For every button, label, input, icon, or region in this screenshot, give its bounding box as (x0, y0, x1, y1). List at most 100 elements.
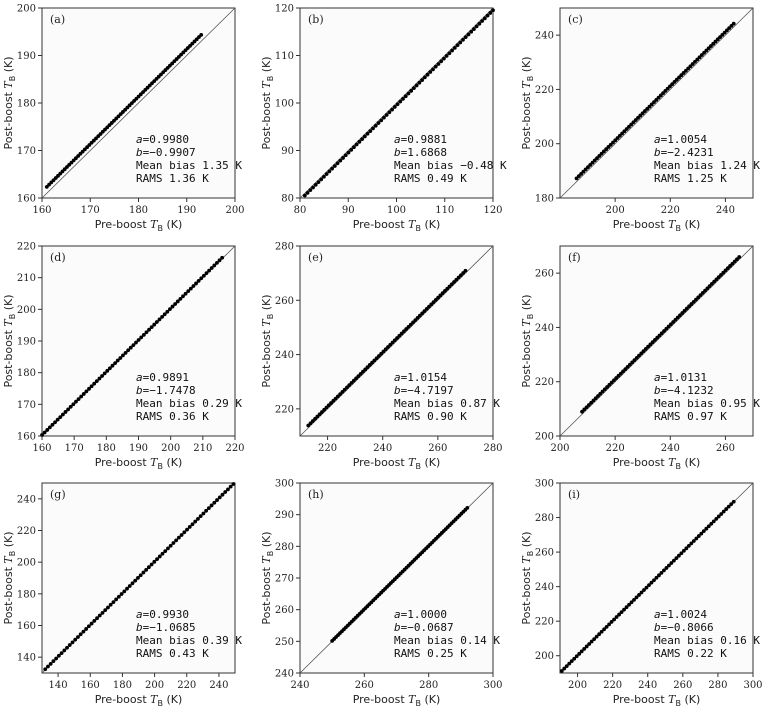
stat-a: a=1.0000 (394, 608, 447, 621)
data-point (466, 32, 471, 37)
data-point (465, 505, 470, 510)
data-point (103, 608, 108, 613)
data-point (181, 294, 185, 299)
data-point (147, 327, 151, 332)
data-point (659, 570, 664, 575)
data-point (168, 543, 173, 548)
data-point (319, 177, 324, 182)
data-point (614, 615, 619, 619)
data-point (86, 624, 91, 629)
data-point (43, 667, 48, 672)
data-point (66, 407, 71, 412)
data-point (100, 610, 105, 615)
data-point (442, 56, 446, 61)
x-tick-label: 280 (419, 680, 438, 691)
data-point (362, 134, 367, 139)
data-point (450, 48, 454, 53)
data-point (68, 404, 73, 409)
data-point (308, 188, 313, 193)
data-point (94, 379, 99, 384)
panel-label: (a) (50, 13, 65, 26)
data-point (491, 8, 495, 13)
data-point (79, 394, 84, 399)
x-tick-label: 240 (638, 680, 657, 691)
y-tick-label: 200 (17, 558, 36, 569)
x-tick-label: 240 (661, 443, 680, 454)
data-point (89, 384, 94, 389)
data-point (199, 276, 204, 281)
stat-rams: RAMS 0.36 K (136, 410, 209, 423)
x-tick-label: 220 (606, 443, 625, 454)
stat-mean-bias: Mean bias 0.87 K (394, 397, 500, 410)
y-tick-label: 200 (17, 305, 36, 316)
data-point (721, 509, 726, 514)
data-point (488, 11, 493, 15)
data-point (175, 299, 180, 304)
data-point (420, 78, 424, 82)
stat-rams: RAMS 1.25 K (654, 172, 727, 185)
data-point (190, 522, 195, 527)
data-point (373, 123, 378, 128)
y-tick-label: 220 (535, 617, 554, 628)
data-point (136, 576, 140, 580)
stat-mean-bias: Mean bias 0.29 K (136, 397, 242, 410)
one-to-one-line (41, 7, 236, 199)
stat-rams: RAMS 0.25 K (394, 647, 467, 660)
y-tick-label: 90 (281, 146, 294, 157)
data-point (654, 575, 659, 580)
stat-a: a=1.0024 (654, 608, 707, 621)
data-point (414, 83, 419, 88)
x-tick-label: 200 (225, 205, 244, 216)
data-point (357, 139, 362, 144)
data-point (106, 605, 110, 610)
data-point (684, 546, 689, 551)
data-point (644, 585, 649, 590)
y-tick-label: 280 (275, 542, 294, 553)
data-point (577, 651, 582, 656)
data-point (406, 91, 411, 96)
data-point (171, 541, 176, 545)
data-point (612, 617, 616, 622)
y-tick-label: 240 (535, 582, 554, 593)
y-tick-label: 160 (17, 194, 36, 205)
y-tick-label: 180 (17, 368, 36, 379)
data-point (81, 629, 86, 634)
data-point (444, 54, 449, 58)
x-axis-label: Pre-boost TB (K) (613, 218, 701, 233)
data-point (569, 659, 574, 664)
data-point (174, 538, 179, 543)
y-tick-label: 140 (17, 653, 36, 664)
data-point (676, 553, 681, 558)
panel-e: 220 240 260 280 220 240 260 280 (e) Pre-boost TB … (260, 242, 503, 472)
data-point (401, 96, 405, 101)
panel-b: 80 90 100 110 120 80 90 100 110 120 (b) Pre-boost T… (260, 4, 507, 234)
data-point (226, 487, 230, 492)
data-point (149, 562, 154, 567)
data-point (582, 647, 587, 651)
x-tick-label: 240 (209, 680, 228, 691)
panel-label: (b) (308, 13, 324, 26)
data-point (679, 551, 684, 556)
data-point (485, 13, 490, 18)
data-point (564, 664, 569, 668)
panel-a: 160 170 180 190 200 160 170 180 190 200 (a) Pre-boo… (2, 4, 245, 234)
x-tick-label: 190 (129, 443, 148, 454)
data-point (176, 535, 181, 540)
data-point (209, 503, 214, 508)
data-point (726, 504, 731, 509)
data-point (311, 185, 315, 190)
data-point (649, 580, 654, 585)
data-point (587, 642, 592, 646)
y-tick-label: 120 (275, 4, 294, 15)
data-point (119, 592, 124, 596)
x-tick-label: 170 (81, 205, 100, 216)
data-point (130, 581, 135, 586)
data-point (584, 644, 589, 649)
panel-g: 140 160 180 200 220 240 140 160 180 200 220 240 (g) P… (2, 482, 242, 708)
x-tick-label: 120 (483, 205, 502, 216)
data-point (81, 392, 86, 396)
data-point (126, 348, 131, 353)
data-point (165, 309, 170, 314)
panel-label: (e) (308, 251, 323, 264)
data-point (572, 656, 577, 661)
